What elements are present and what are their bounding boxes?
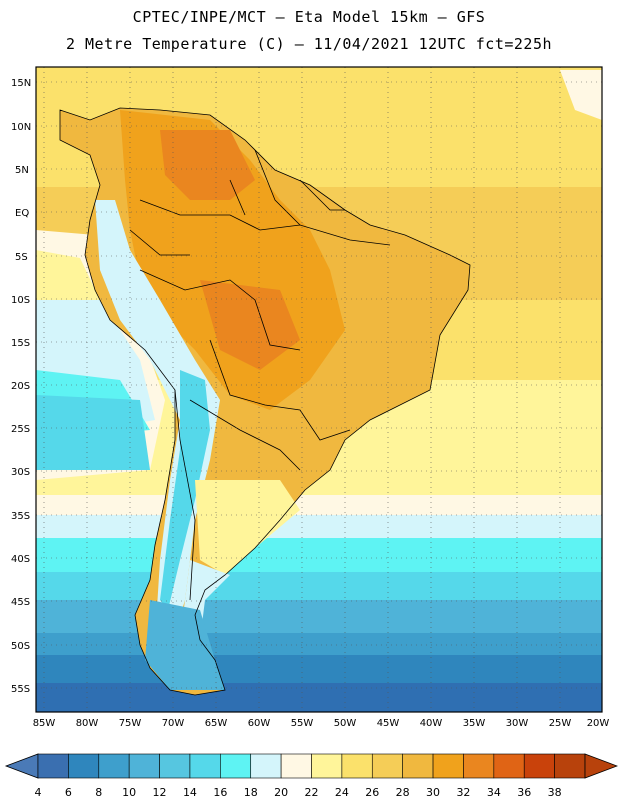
colorbar-swatch: [280, 753, 312, 779]
colorbar-label: 10: [122, 786, 136, 799]
lon-label: 60W: [248, 718, 271, 729]
longitude-labels: 85W 80W 75W 70W 65W 60W 55W 50W 45W 40W …: [33, 718, 610, 729]
colorbar-label: 24: [335, 786, 349, 799]
title-line-2: 2 Metre Temperature (C) – 11/04/2021 12U…: [65, 35, 553, 53]
colorbar-label: 6: [65, 786, 72, 799]
colorbar-right-cap: [584, 753, 618, 779]
colorbar-swatch: [523, 753, 555, 779]
lon-label: 50W: [334, 718, 357, 729]
colorbar-swatch: [432, 753, 464, 779]
lon-label: 55W: [291, 718, 314, 729]
lat-label: EQ: [15, 208, 29, 219]
colorbar-swatch: [371, 753, 403, 779]
colorbar-swatch: [68, 753, 100, 779]
lat-label: 10N: [11, 122, 31, 133]
title-line-1: CPTEC/INPE/MCT – Eta Model 15km – GFS: [132, 8, 486, 26]
lat-label: 45S: [11, 597, 30, 608]
colorbar-label: 28: [396, 786, 410, 799]
lat-label: 5N: [15, 165, 29, 176]
lon-label: 45W: [377, 718, 400, 729]
lat-label: 50S: [11, 641, 30, 652]
map-frame: [35, 66, 603, 713]
colorbar-swatch: [311, 753, 343, 779]
colorbar-label: 12: [153, 786, 167, 799]
colorbar-label: 38: [548, 786, 562, 799]
lon-label: 80W: [76, 718, 99, 729]
colorbar-swatch: [554, 753, 586, 779]
lon-label: 25W: [549, 718, 572, 729]
lat-label: 55S: [11, 684, 30, 695]
colorbar: 4 6 8 10 12 14 16 18 20 22 24 26 28 30 32 34 36 38: [4, 753, 618, 799]
map-field: [36, 67, 602, 712]
colorbar-swatch: [128, 753, 160, 779]
colorbar-swatch: [159, 753, 191, 779]
colorbar-label: 30: [426, 786, 440, 799]
lon-label: 75W: [119, 718, 142, 729]
colorbar-swatch: [98, 753, 130, 779]
country-borders: [59, 107, 471, 696]
lat-label: 5S: [15, 252, 28, 263]
lat-label: 25S: [11, 424, 30, 435]
colorbar-label: 32: [456, 786, 470, 799]
colorbar-swatch: [493, 753, 525, 779]
colorbar-label: 16: [213, 786, 227, 799]
lat-label: 15N: [11, 78, 31, 89]
lon-label: 20W: [587, 718, 610, 729]
colorbar-label: 4: [35, 786, 42, 799]
colorbar-swatch: [463, 753, 495, 779]
colorbar-label: 14: [183, 786, 197, 799]
lon-label: 30W: [506, 718, 529, 729]
lat-label: 30S: [11, 467, 30, 478]
colorbar-label: 34: [487, 786, 501, 799]
colorbar-swatch: [37, 753, 69, 779]
colorbar-swatch: [189, 753, 221, 779]
colorbar-label: 26: [365, 786, 379, 799]
colorbar-label: 8: [95, 786, 102, 799]
lon-label: 35W: [463, 718, 486, 729]
colorbar-swatch: [402, 753, 434, 779]
lon-label: 85W: [33, 718, 56, 729]
lat-label: 40S: [11, 554, 30, 565]
lon-label: 70W: [162, 718, 185, 729]
lon-label: 65W: [205, 718, 228, 729]
colorbar-left-cap: [4, 753, 39, 779]
lat-label: 35S: [11, 511, 30, 522]
lon-label: 40W: [420, 718, 443, 729]
lat-label: 20S: [11, 381, 30, 392]
colorbar-swatch: [250, 753, 282, 779]
colorbar-swatch: [220, 753, 252, 779]
colorbar-label: 22: [305, 786, 319, 799]
lat-label: 10S: [11, 295, 30, 306]
lat-label: 15S: [11, 338, 30, 349]
colorbar-label: 20: [274, 786, 288, 799]
latitude-labels: 15N 10N 5N EQ 5S 10S 15S 20S 25S 30S 35S…: [11, 78, 31, 695]
colorbar-swatch: [341, 753, 373, 779]
colorbar-label: 18: [244, 786, 258, 799]
colorbar-label: 36: [517, 786, 531, 799]
